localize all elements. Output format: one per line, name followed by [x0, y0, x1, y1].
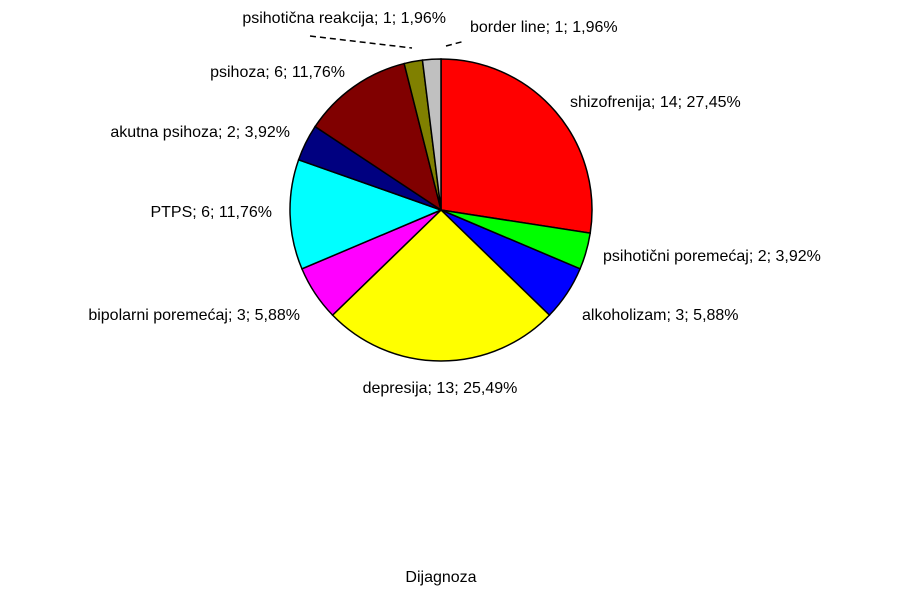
data-label: bipolarni poremećaj; 3; 5,88%	[88, 307, 300, 324]
slice	[421, 58, 442, 211]
slice	[289, 158, 444, 270]
data-label: psihotični poremećaj; 2; 3,92%	[603, 248, 821, 265]
slice	[331, 208, 551, 362]
leader-line	[309, 35, 413, 49]
data-label: akutna psihoza; 2; 3,92%	[110, 124, 290, 141]
data-label: shizofrenija; 14; 27,45%	[570, 94, 741, 111]
chart-title: Dijagnoza	[405, 569, 476, 586]
data-label: psihoza; 6; 11,76%	[210, 64, 345, 81]
leader-line	[445, 40, 466, 47]
data-label: alkoholizam; 3; 5,88%	[582, 307, 739, 324]
data-label: psihotična reakcija; 1; 1,96%	[242, 10, 446, 27]
leader-lines	[309, 35, 466, 49]
data-label: depresija; 13; 25,49%	[363, 380, 518, 397]
data-label: PTPS; 6; 11,76%	[150, 204, 272, 221]
slice	[440, 58, 593, 235]
data-label: border line; 1; 1,96%	[470, 19, 618, 36]
slice	[314, 62, 443, 212]
